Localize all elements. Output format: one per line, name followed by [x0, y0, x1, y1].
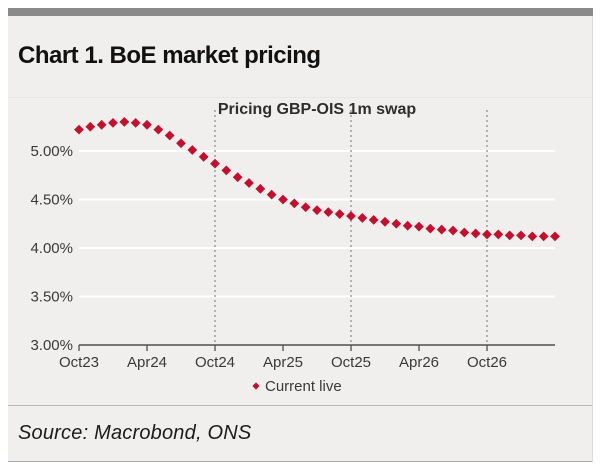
data-point: [504, 230, 515, 241]
y-axis-tick-label: 4.50%: [30, 192, 73, 209]
x-axis-tick-label: Oct26: [467, 354, 507, 371]
data-point: [402, 220, 413, 231]
data-point: [255, 183, 266, 194]
top-accent-bar: [8, 8, 593, 16]
divider-line: [8, 461, 592, 462]
data-point: [357, 213, 368, 223]
data-point: [130, 117, 141, 128]
data-point: [74, 124, 84, 135]
data-point: [153, 124, 164, 135]
legend-label: Current live: [265, 378, 342, 395]
data-point: [538, 231, 549, 242]
x-axis-tick-label: Oct23: [59, 354, 99, 371]
data-point: [368, 214, 379, 225]
x-axis-tick-label: Apr26: [399, 354, 439, 371]
y-axis-tick-label: 4.00%: [30, 240, 73, 257]
data-point: [210, 158, 220, 169]
data-point: [142, 119, 152, 130]
data-point: [470, 228, 481, 239]
data-point: [414, 221, 424, 232]
data-point: [278, 194, 288, 205]
data-point: [346, 211, 356, 221]
data-point: [300, 202, 311, 213]
data-point: [85, 121, 96, 132]
data-point: [312, 205, 322, 216]
data-point: [391, 218, 402, 229]
chart-region: 5.00% 4.50% 4.00% 3.50% 3.00% Oct23 Apr24 Oct24…: [8, 97, 592, 406]
data-point: [493, 229, 504, 240]
data-point: [482, 229, 492, 240]
data-point: [266, 189, 277, 200]
chart-heading: Chart 1. BoE market pricing: [18, 42, 321, 69]
chart-subtitle: Pricing GBP-OIS 1m swap: [218, 101, 417, 118]
data-point: [550, 231, 560, 242]
data-point: [425, 223, 436, 234]
data-point: [380, 216, 390, 227]
y-axis-tick-label: 3.00%: [30, 337, 73, 354]
data-point: [164, 130, 175, 141]
y-axis-tick-label: 5.00%: [30, 143, 73, 160]
data-point: [516, 230, 526, 241]
y-axis-tick-label: 3.50%: [30, 289, 73, 306]
data-point: [187, 145, 198, 155]
data-point: [459, 227, 470, 238]
data-point: [198, 151, 209, 162]
data-point: [289, 198, 300, 209]
x-axis-tick-label: Apr25: [263, 354, 303, 371]
data-point: [527, 231, 538, 242]
divider-line: [8, 405, 592, 406]
chart-panel: Chart 1. BoE market pricing 5.00% 4.50% 4.…: [8, 16, 593, 462]
data-point: [108, 117, 118, 128]
x-axis-tick-label: Oct25: [331, 354, 371, 371]
x-axis-tick-label: Apr24: [127, 354, 167, 371]
chart-canvas: 5.00% 4.50% 4.00% 3.50% 3.00%Oct23 Apr24 Oct24…: [30, 101, 560, 395]
data-point: [334, 209, 345, 219]
data-point: [323, 207, 334, 218]
legend-marker-icon: [252, 382, 260, 390]
data-point: [448, 225, 458, 236]
data-point: [244, 178, 254, 188]
data-point: [176, 138, 186, 149]
data-point: [436, 224, 447, 235]
data-point: [96, 119, 107, 130]
source-text: Source: Macrobond, ONS: [18, 422, 252, 444]
x-axis-tick-label: Oct24: [195, 354, 235, 371]
data-point: [221, 165, 232, 176]
data-point: [119, 117, 130, 127]
source-block: Source: Macrobond, ONS: [8, 406, 592, 461]
data-point: [232, 172, 243, 183]
